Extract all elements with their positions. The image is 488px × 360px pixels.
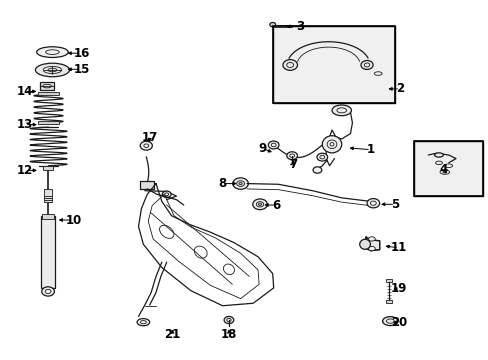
Bar: [43, 189, 52, 202]
Text: 2: 2: [395, 82, 403, 95]
Ellipse shape: [434, 153, 443, 157]
Ellipse shape: [435, 161, 442, 165]
Text: 18: 18: [220, 328, 237, 341]
Bar: [40, 82, 54, 90]
Bar: [272, 26, 394, 103]
Text: 6: 6: [271, 198, 280, 212]
Text: 13: 13: [17, 118, 33, 131]
Text: 17: 17: [141, 131, 158, 144]
Ellipse shape: [232, 178, 248, 189]
Text: 9: 9: [258, 142, 266, 155]
Ellipse shape: [268, 141, 279, 149]
Ellipse shape: [444, 164, 452, 167]
Ellipse shape: [252, 199, 267, 210]
Ellipse shape: [368, 247, 374, 251]
Ellipse shape: [140, 141, 152, 150]
Ellipse shape: [331, 105, 351, 116]
Text: 21: 21: [164, 328, 180, 341]
Ellipse shape: [382, 317, 397, 325]
Ellipse shape: [359, 239, 370, 249]
Bar: [41, 216, 55, 288]
Text: 3: 3: [296, 20, 304, 33]
Bar: [42, 214, 54, 219]
Ellipse shape: [286, 152, 297, 159]
Text: 16: 16: [73, 47, 90, 60]
Text: 4: 4: [439, 163, 447, 176]
Bar: [413, 141, 482, 196]
Ellipse shape: [137, 319, 149, 326]
Ellipse shape: [256, 202, 263, 207]
Text: 19: 19: [390, 283, 407, 296]
Ellipse shape: [312, 167, 321, 173]
Ellipse shape: [37, 47, 68, 58]
Ellipse shape: [283, 60, 297, 70]
Bar: [38, 92, 59, 95]
Text: 10: 10: [65, 213, 81, 226]
Ellipse shape: [224, 316, 233, 324]
Polygon shape: [365, 237, 379, 251]
Text: 15: 15: [73, 63, 90, 76]
Text: 1: 1: [366, 143, 374, 156]
Bar: [385, 300, 391, 303]
Ellipse shape: [322, 136, 341, 153]
Bar: [140, 181, 153, 189]
Text: 8: 8: [218, 177, 226, 190]
Bar: [413, 141, 482, 196]
Bar: [385, 279, 391, 282]
Ellipse shape: [366, 199, 379, 208]
Ellipse shape: [162, 191, 171, 198]
Bar: [43, 166, 53, 170]
Bar: [273, 25, 291, 27]
Ellipse shape: [269, 22, 275, 27]
Text: 14: 14: [17, 85, 33, 98]
Text: 20: 20: [390, 316, 407, 329]
Ellipse shape: [360, 60, 372, 69]
Text: 5: 5: [390, 198, 399, 211]
Ellipse shape: [35, 63, 69, 77]
Ellipse shape: [368, 237, 374, 241]
Text: 12: 12: [17, 164, 33, 177]
Bar: [272, 26, 394, 103]
Ellipse shape: [41, 287, 54, 296]
Ellipse shape: [236, 181, 244, 186]
Bar: [38, 121, 59, 124]
Text: 7: 7: [288, 158, 297, 171]
Text: 11: 11: [390, 241, 407, 255]
Ellipse shape: [316, 153, 327, 161]
